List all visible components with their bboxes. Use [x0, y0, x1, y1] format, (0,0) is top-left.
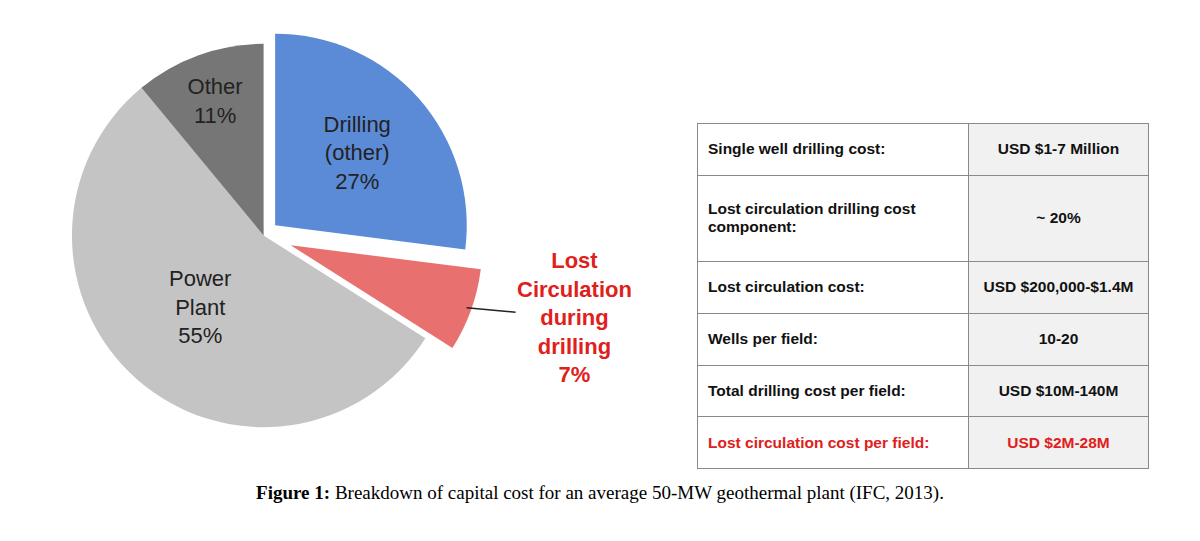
html-text:USD $2M-28M: USD $2M-28M	[1007, 433, 1110, 451]
html-text:10-20: 10-20	[1038, 330, 1079, 348]
html-text:USD $1-7 Million: USD $1-7 Million	[997, 140, 1120, 158]
html-text:Lost circulation cost:: Lost circulation cost:	[708, 278, 865, 296]
html-text:Total drilling cost per field:: Total drilling cost per field:	[708, 381, 906, 399]
html-text:Lost circulation cost per fiel: Lost circulation cost per field:	[708, 433, 930, 451]
svg-text:LostCirculationduringdrilling7: LostCirculationduringdrilling7%	[517, 248, 632, 387]
svg-text:Other11%: Other11%	[188, 74, 243, 128]
svg-text:PowerPlant55%: PowerPlant55%	[169, 266, 231, 348]
html-text:USD $200,000-$1.4M: USD $200,000-$1.4M	[983, 278, 1134, 296]
html-text:~ 20%: ~ 20%	[1036, 209, 1081, 227]
html-text:Single well drilling cost:: Single well drilling cost:	[708, 140, 886, 158]
html-text:USD $10M-140M: USD $10M-140M	[998, 381, 1119, 399]
html-text:Wells per field:: Wells per field:	[708, 330, 818, 348]
html-text:Lost circulation drilling cost: Lost circulation drilling cost component…	[708, 200, 916, 236]
html-text:Figure 1: Breakdown of capital: Figure 1: Breakdown of capital cost for …	[256, 482, 944, 503]
svg-text:Drilling(other)27%: Drilling(other)27%	[324, 112, 391, 194]
